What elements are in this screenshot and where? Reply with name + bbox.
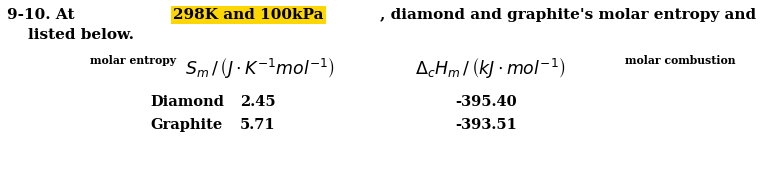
Text: listed below.: listed below. bbox=[7, 28, 134, 42]
Text: Diamond: Diamond bbox=[150, 95, 224, 109]
Text: -393.51: -393.51 bbox=[455, 118, 517, 132]
Text: 9-10. At: 9-10. At bbox=[7, 8, 80, 22]
Text: 5.71: 5.71 bbox=[240, 118, 276, 132]
Text: $S_{m}\,/\,\left(J\cdot K^{-1}mol^{-1}\right)$: $S_{m}\,/\,\left(J\cdot K^{-1}mol^{-1}\r… bbox=[185, 55, 335, 80]
Text: $\Delta_{c}H_{m}\,/\,\left(kJ\cdot mol^{-1}\right)$: $\Delta_{c}H_{m}\,/\,\left(kJ\cdot mol^{… bbox=[415, 55, 565, 80]
Text: molar combustion: molar combustion bbox=[625, 55, 736, 66]
Text: 298K and 100kPa: 298K and 100kPa bbox=[173, 8, 324, 22]
Text: -395.40: -395.40 bbox=[455, 95, 517, 109]
Text: Graphite: Graphite bbox=[150, 118, 222, 132]
Text: molar entropy: molar entropy bbox=[90, 55, 176, 66]
Text: , diamond and graphite's molar entropy and molar combustion heat are: , diamond and graphite's molar entropy a… bbox=[380, 8, 760, 22]
Text: 2.45: 2.45 bbox=[240, 95, 276, 109]
